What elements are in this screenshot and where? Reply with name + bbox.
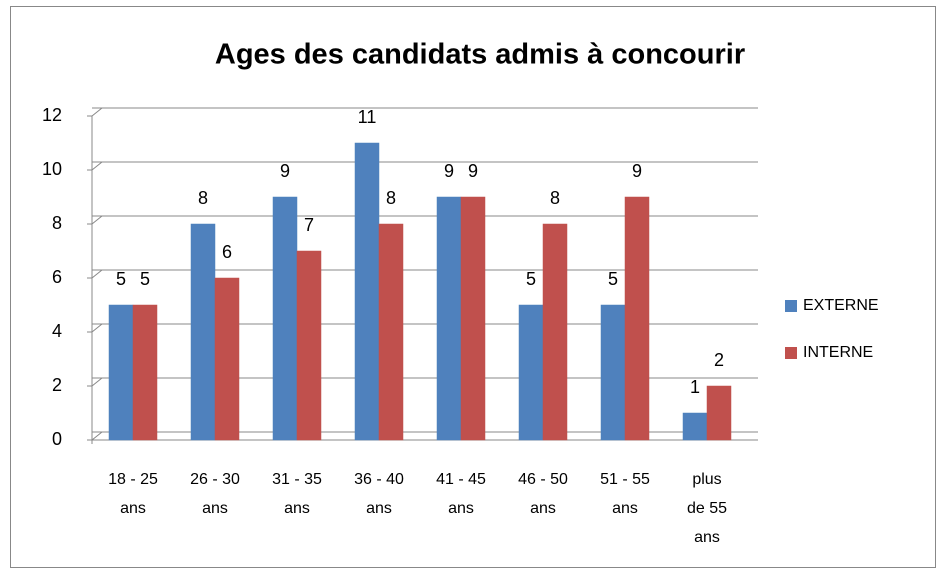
- x-tick-label: 46 - 50 ans: [518, 471, 568, 517]
- data-label: 2: [714, 350, 724, 370]
- x-tick-label: 26 - 30 ans: [190, 471, 240, 517]
- bar: [436, 196, 462, 441]
- data-label: 9: [632, 161, 642, 181]
- data-label: 9: [444, 161, 454, 181]
- data-label: 5: [140, 269, 150, 289]
- chart-title: Ages des candidats admis à concourir: [215, 39, 745, 71]
- data-label: 5: [116, 269, 126, 289]
- bar: [624, 196, 650, 441]
- bar: [542, 223, 568, 441]
- data-label: 8: [386, 188, 396, 208]
- y-tick-label: 2: [52, 375, 62, 395]
- grid-slant: [91, 269, 103, 279]
- x-tick-label: 51 - 55 ans: [600, 471, 650, 517]
- bar: [296, 250, 322, 441]
- bar: [272, 196, 298, 441]
- bar: [354, 142, 380, 441]
- x-tick-label: 36 - 40 ans: [354, 471, 404, 517]
- legend-swatch: [785, 300, 797, 312]
- bar: [706, 385, 732, 441]
- bar: [682, 412, 708, 441]
- grid-slant: [91, 215, 103, 225]
- grid-slant: [91, 377, 103, 387]
- legend-label: EXTERNE: [803, 297, 879, 314]
- data-label: 8: [550, 188, 560, 208]
- data-label: 8: [198, 188, 208, 208]
- bar: [190, 223, 216, 441]
- bar: [214, 277, 240, 441]
- data-label: 9: [468, 161, 478, 181]
- legend-swatch: [785, 347, 797, 359]
- y-tick-label: 0: [52, 429, 62, 449]
- data-label: 6: [222, 242, 232, 262]
- x-tick-label: 18 - 25 ans: [108, 471, 158, 517]
- bar: [460, 196, 486, 441]
- bar: [518, 304, 544, 441]
- grid-slant: [91, 323, 103, 333]
- y-tick-label: 10: [42, 159, 62, 179]
- grid-slant: [91, 161, 103, 171]
- data-label: 9: [280, 161, 290, 181]
- data-label: 1: [690, 377, 700, 397]
- y-tick-label: 4: [52, 321, 62, 341]
- bar: [600, 304, 626, 441]
- data-label: 7: [304, 215, 314, 235]
- grid-slant: [91, 107, 103, 117]
- bar: [108, 304, 134, 441]
- data-label: 11: [358, 107, 377, 127]
- legend-label: INTERNE: [803, 344, 873, 361]
- y-tick-label: 12: [42, 105, 62, 125]
- x-tick-label: 41 - 45 ans: [436, 471, 486, 517]
- bar: [132, 304, 158, 441]
- y-tick-label: 8: [52, 213, 62, 233]
- y-tick-label: 6: [52, 267, 62, 287]
- x-tick-label: 31 - 35 ans: [272, 471, 322, 517]
- bar: [378, 223, 404, 441]
- data-label: 5: [608, 269, 618, 289]
- x-tick-label: plus de 55 ans: [687, 471, 727, 546]
- grid-slant: [91, 431, 103, 441]
- data-label: 5: [526, 269, 536, 289]
